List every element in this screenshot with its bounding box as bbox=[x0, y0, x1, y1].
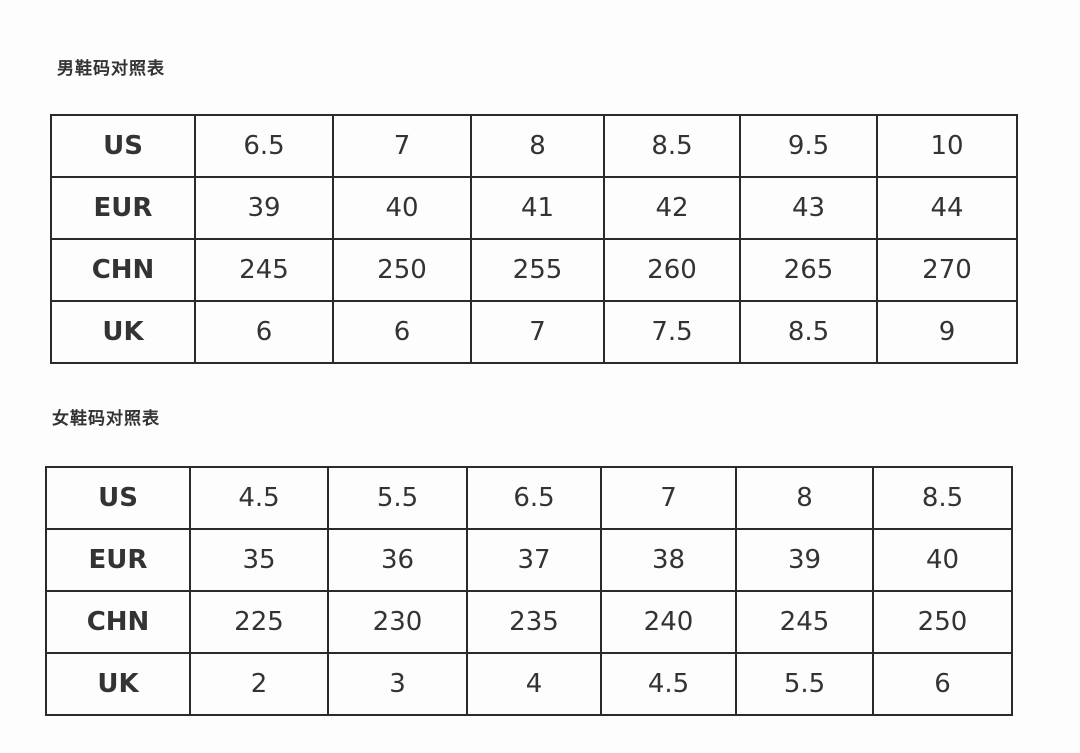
size-cell: 8 bbox=[470, 114, 605, 178]
table-row-uk: UK 6 6 7 7.5 8.5 9 bbox=[50, 300, 1018, 364]
men-size-chart-title: 男鞋码对照表 bbox=[57, 59, 165, 79]
size-cell: 35 bbox=[189, 528, 329, 592]
size-cell: 8 bbox=[735, 466, 874, 530]
row-header: EUR bbox=[50, 176, 196, 240]
women-size-table: US 4.5 5.5 6.5 7 8 8.5 EUR 35 36 37 38 39 40 CHN 225 230… bbox=[45, 466, 1013, 716]
size-cell: 42 bbox=[603, 176, 741, 240]
table-row-eur: EUR 35 36 37 38 39 40 bbox=[45, 528, 1013, 592]
size-cell: 250 bbox=[332, 238, 472, 302]
size-cell: 260 bbox=[603, 238, 741, 302]
size-cell: 43 bbox=[739, 176, 878, 240]
row-header: UK bbox=[45, 652, 191, 716]
row-header: CHN bbox=[50, 238, 196, 302]
size-cell: 8.5 bbox=[739, 300, 878, 364]
size-cell: 39 bbox=[735, 528, 874, 592]
size-cell: 6 bbox=[872, 652, 1013, 716]
size-cell: 38 bbox=[600, 528, 737, 592]
size-cell: 7 bbox=[332, 114, 472, 178]
row-header: US bbox=[45, 466, 191, 530]
size-cell: 265 bbox=[739, 238, 878, 302]
size-cell: 6 bbox=[194, 300, 334, 364]
size-cell: 40 bbox=[332, 176, 472, 240]
size-cell: 235 bbox=[466, 590, 602, 654]
size-cell: 6 bbox=[332, 300, 472, 364]
size-cell: 9 bbox=[876, 300, 1018, 364]
size-cell: 225 bbox=[189, 590, 329, 654]
size-cell: 41 bbox=[470, 176, 605, 240]
size-cell: 6.5 bbox=[194, 114, 334, 178]
size-cell: 37 bbox=[466, 528, 602, 592]
row-header: EUR bbox=[45, 528, 191, 592]
table-row-uk: UK 2 3 4 4.5 5.5 6 bbox=[45, 652, 1013, 716]
size-cell: 7 bbox=[600, 466, 737, 530]
size-cell: 240 bbox=[600, 590, 737, 654]
row-header: UK bbox=[50, 300, 196, 364]
size-cell: 2 bbox=[189, 652, 329, 716]
size-cell: 39 bbox=[194, 176, 334, 240]
table-row-chn: CHN 225 230 235 240 245 250 bbox=[45, 590, 1013, 654]
row-header: US bbox=[50, 114, 196, 178]
size-cell: 245 bbox=[194, 238, 334, 302]
men-size-table: US 6.5 7 8 8.5 9.5 10 EUR 39 40 41 42 43 44 CHN 245 250 2… bbox=[50, 114, 1018, 364]
size-cell: 36 bbox=[327, 528, 468, 592]
table-row-eur: EUR 39 40 41 42 43 44 bbox=[50, 176, 1018, 240]
size-cell: 8.5 bbox=[603, 114, 741, 178]
size-cell: 245 bbox=[735, 590, 874, 654]
size-cell: 4.5 bbox=[189, 466, 329, 530]
women-size-chart-title: 女鞋码对照表 bbox=[52, 409, 160, 429]
size-cell: 9.5 bbox=[739, 114, 878, 178]
table-row-us: US 4.5 5.5 6.5 7 8 8.5 bbox=[45, 466, 1013, 530]
size-cell: 44 bbox=[876, 176, 1018, 240]
table-row-us: US 6.5 7 8 8.5 9.5 10 bbox=[50, 114, 1018, 178]
size-cell: 4 bbox=[466, 652, 602, 716]
size-cell: 10 bbox=[876, 114, 1018, 178]
size-cell: 7 bbox=[470, 300, 605, 364]
size-cell: 6.5 bbox=[466, 466, 602, 530]
size-cell: 270 bbox=[876, 238, 1018, 302]
size-cell: 250 bbox=[872, 590, 1013, 654]
row-header: CHN bbox=[45, 590, 191, 654]
size-cell: 8.5 bbox=[872, 466, 1013, 530]
size-cell: 230 bbox=[327, 590, 468, 654]
table-row-chn: CHN 245 250 255 260 265 270 bbox=[50, 238, 1018, 302]
size-cell: 7.5 bbox=[603, 300, 741, 364]
size-cell: 5.5 bbox=[735, 652, 874, 716]
size-cell: 4.5 bbox=[600, 652, 737, 716]
size-cell: 3 bbox=[327, 652, 468, 716]
size-cell: 40 bbox=[872, 528, 1013, 592]
size-cell: 255 bbox=[470, 238, 605, 302]
size-cell: 5.5 bbox=[327, 466, 468, 530]
